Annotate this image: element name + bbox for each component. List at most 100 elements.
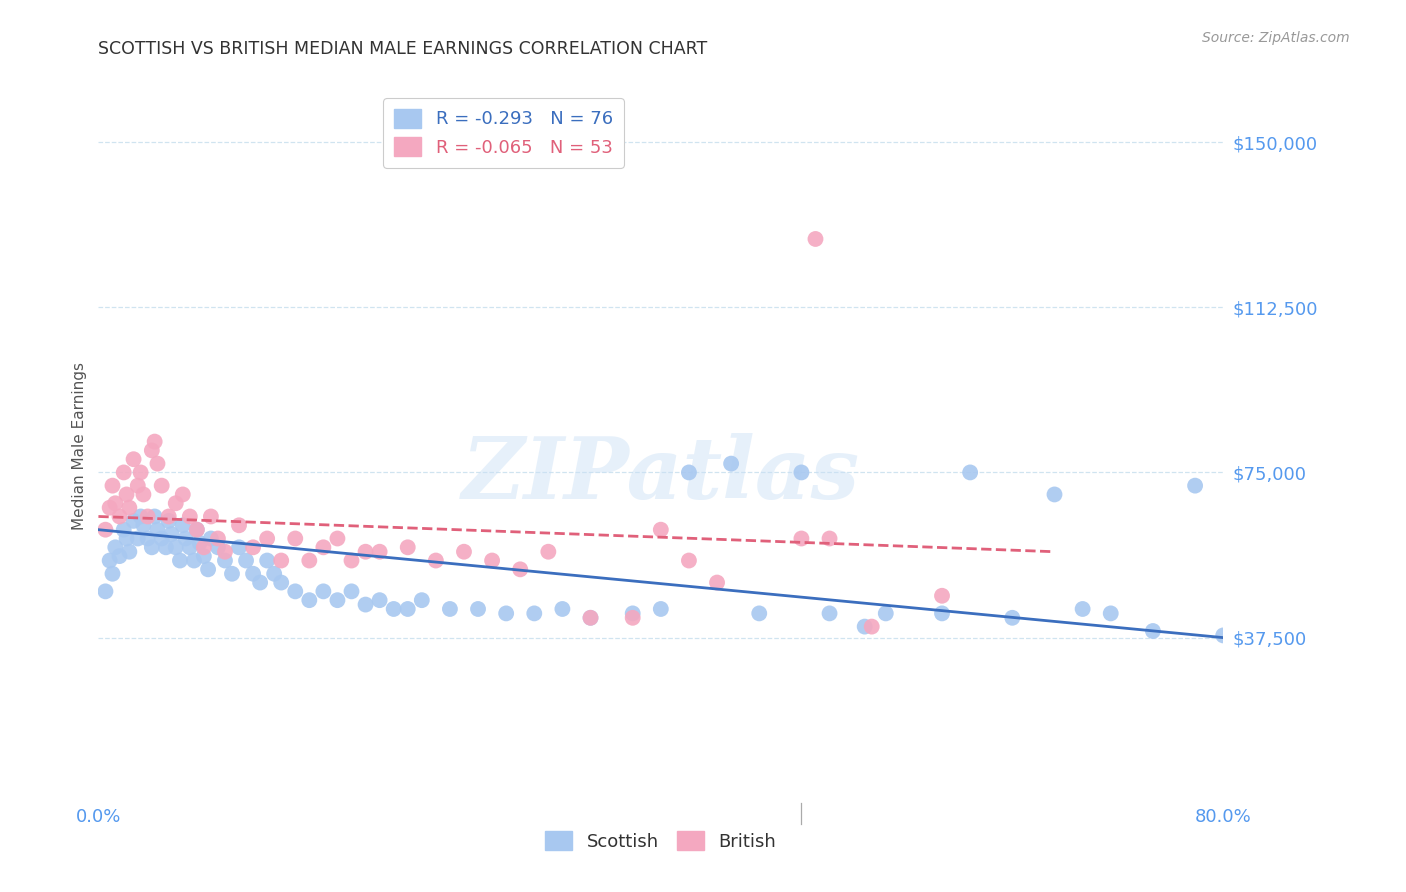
Point (118, 545, 141, 559)
Point (579, 611, 602, 625)
Text: SCOTTISH VS BRITISH MEDIAN MALE EARNINGS CORRELATION CHART: SCOTTISH VS BRITISH MEDIAN MALE EARNINGS… (98, 40, 707, 58)
Point (804, 232, 827, 246)
Point (298, 593, 321, 607)
Point (165, 496, 187, 510)
Point (579, 611, 602, 625)
Point (186, 523, 208, 537)
Point (174, 532, 197, 546)
Point (270, 553, 292, 567)
Point (411, 593, 433, 607)
Y-axis label: Median Male Earnings: Median Male Earnings (72, 362, 87, 530)
Point (214, 553, 236, 567)
Point (537, 545, 560, 559)
Point (1142, 624, 1164, 638)
Point (249, 575, 271, 590)
Point (112, 466, 135, 480)
Point (1071, 602, 1094, 616)
Point (621, 607, 644, 621)
Point (127, 532, 149, 546)
Point (340, 584, 363, 599)
Point (354, 545, 377, 559)
Point (228, 541, 250, 555)
Point (298, 553, 321, 567)
Point (284, 584, 307, 599)
Point (197, 562, 219, 576)
Point (160, 527, 183, 541)
Point (481, 553, 503, 567)
Legend: Scottish, British: Scottish, British (538, 824, 783, 858)
Point (207, 541, 229, 555)
Point (108, 509, 131, 524)
Point (132, 518, 155, 533)
Point (143, 509, 166, 524)
Point (179, 541, 201, 555)
Point (200, 509, 222, 524)
Point (141, 443, 163, 458)
Point (1184, 478, 1206, 492)
Text: Source: ZipAtlas.com: Source: ZipAtlas.com (1202, 31, 1350, 45)
Point (104, 541, 127, 555)
Point (1099, 607, 1122, 621)
Point (112, 523, 135, 537)
Point (875, 607, 897, 621)
Point (221, 566, 243, 581)
Point (790, 466, 813, 480)
Point (368, 593, 391, 607)
Point (104, 496, 127, 510)
Point (242, 541, 264, 555)
Point (425, 553, 447, 567)
Point (396, 541, 419, 555)
Point (214, 545, 236, 559)
Point (122, 514, 145, 528)
Point (818, 607, 841, 621)
Point (157, 514, 180, 528)
Point (193, 541, 215, 555)
Point (326, 532, 349, 546)
Point (98, 500, 121, 515)
Point (98, 553, 121, 567)
Point (495, 607, 517, 621)
Point (188, 536, 211, 550)
Point (453, 545, 475, 559)
Point (467, 602, 489, 616)
Point (959, 466, 981, 480)
Point (818, 532, 841, 546)
Point (146, 457, 169, 471)
Point (263, 566, 285, 581)
Point (1226, 607, 1249, 621)
Point (860, 619, 883, 633)
Point (228, 518, 250, 533)
Point (179, 509, 201, 524)
Point (143, 434, 166, 449)
Point (118, 500, 141, 515)
Point (193, 549, 215, 563)
Point (720, 457, 742, 471)
Point (127, 478, 149, 492)
Point (1043, 487, 1066, 501)
Text: ZIPatlas: ZIPatlas (461, 433, 860, 516)
Point (172, 518, 194, 533)
Point (1001, 611, 1024, 625)
Point (235, 553, 257, 567)
Point (101, 566, 124, 581)
Point (122, 452, 145, 467)
Point (101, 478, 124, 492)
Point (312, 584, 335, 599)
Point (382, 602, 405, 616)
Point (621, 611, 644, 625)
Point (931, 589, 953, 603)
Point (853, 619, 876, 633)
Point (551, 602, 574, 616)
Point (186, 523, 208, 537)
Point (312, 541, 335, 555)
Point (150, 532, 173, 546)
Point (748, 607, 770, 621)
Point (169, 553, 191, 567)
Point (326, 593, 349, 607)
Point (790, 532, 813, 546)
Point (94, 523, 117, 537)
Point (368, 545, 391, 559)
Point (678, 553, 700, 567)
Point (115, 532, 138, 546)
Point (523, 607, 546, 621)
